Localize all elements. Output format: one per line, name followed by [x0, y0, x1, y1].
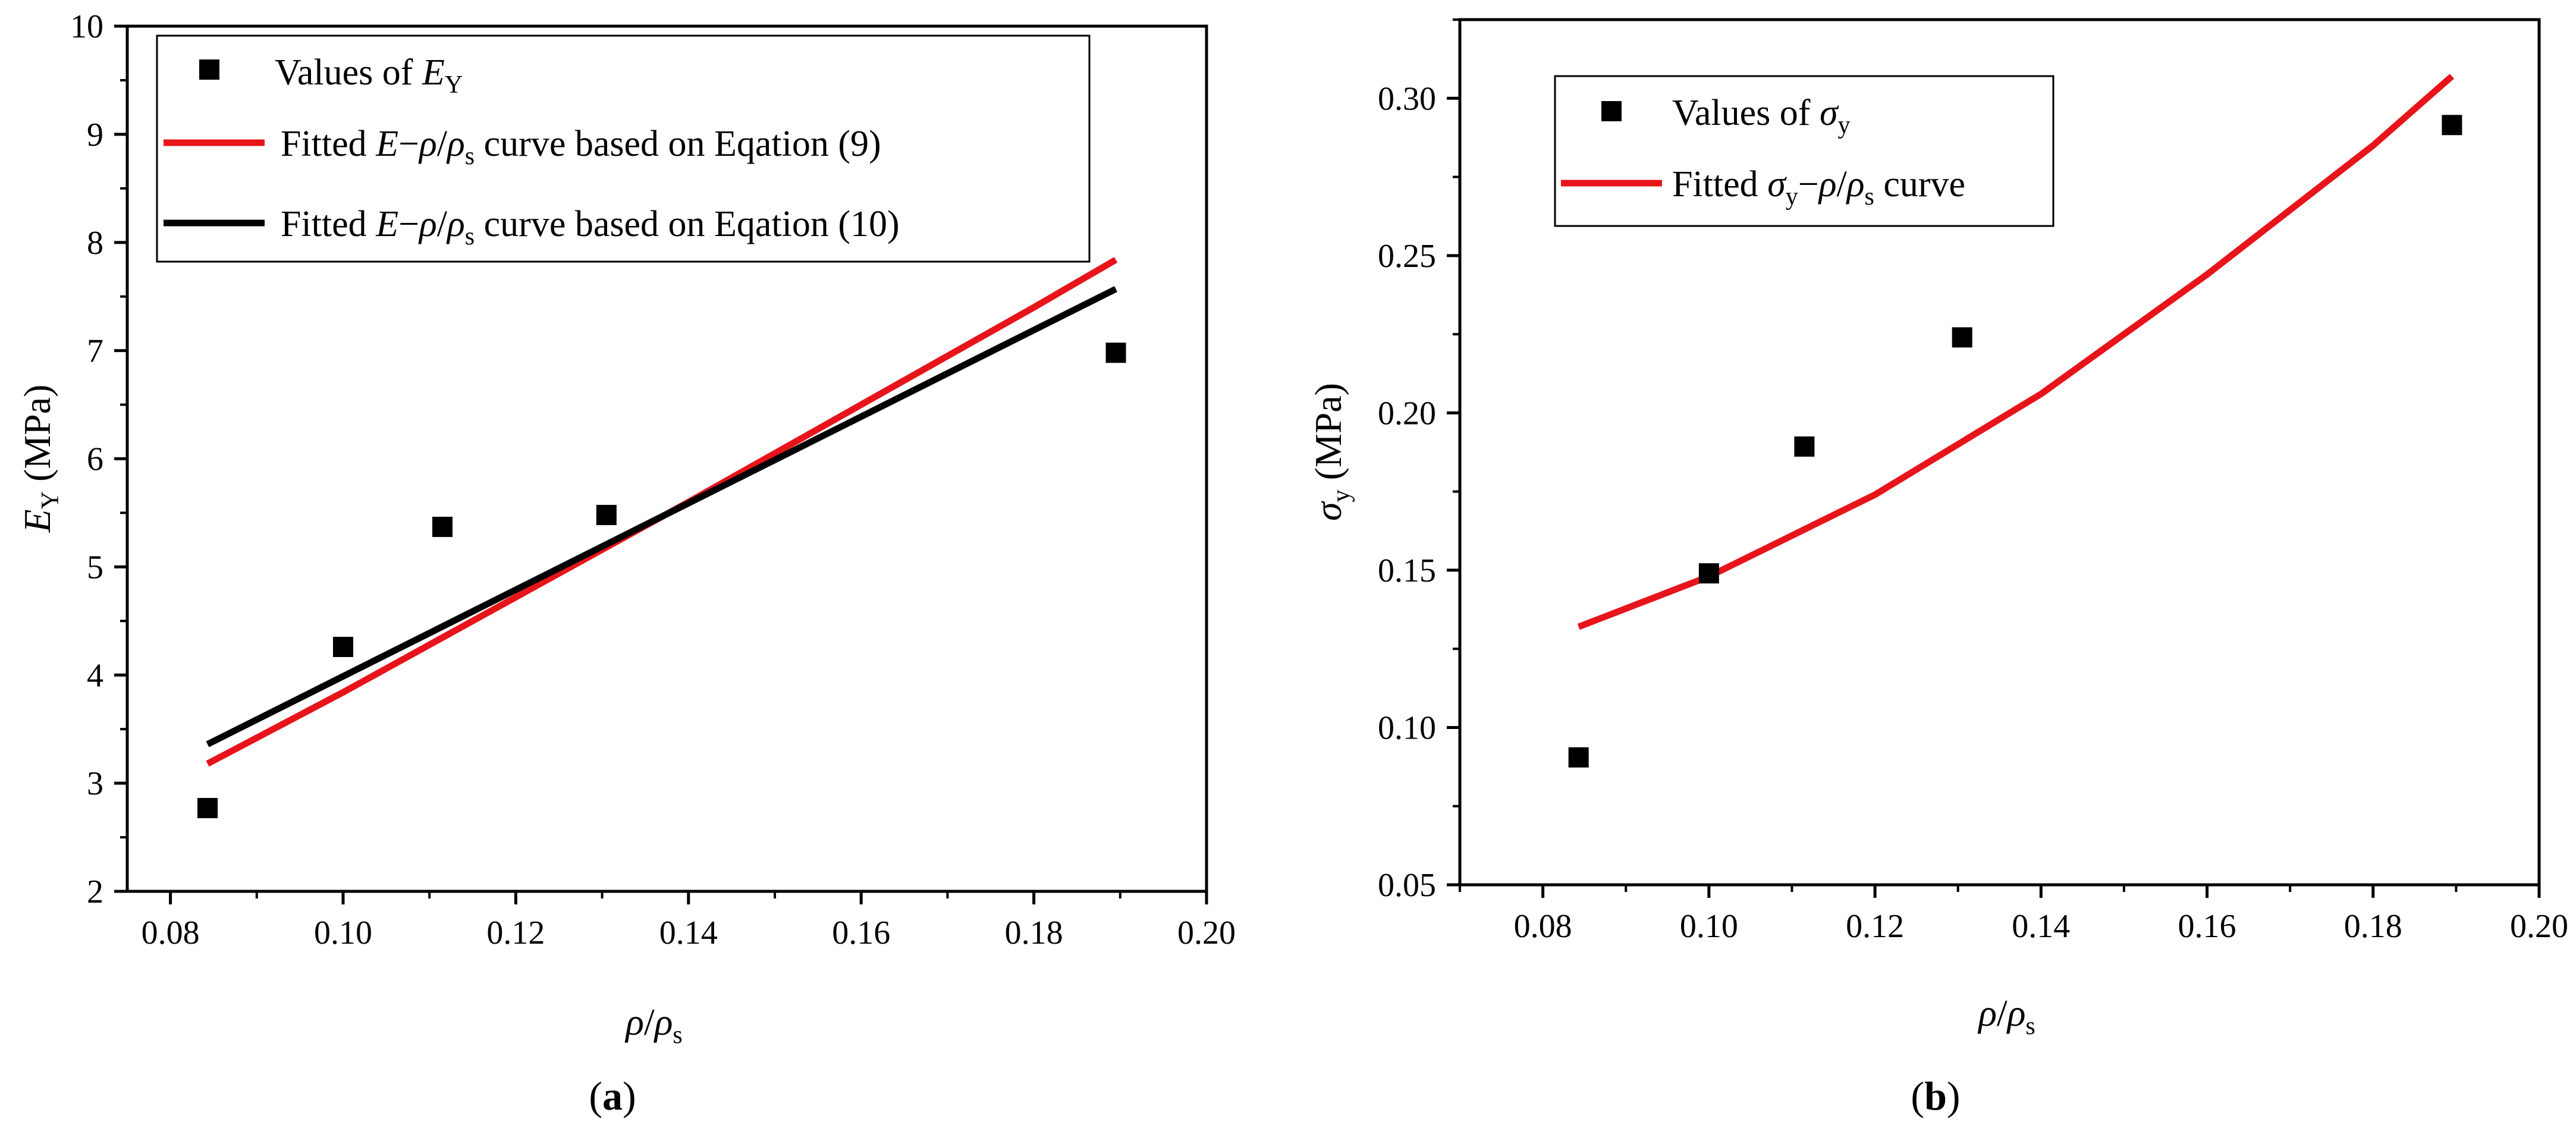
- y-tick-label-a: 2: [87, 874, 103, 910]
- legend-box-a: [156, 34, 1091, 263]
- legend-marker-points-b: [1601, 101, 1622, 121]
- fit-line-a-2: [206, 286, 1117, 747]
- y-ticks-a: 2 3 4 5 6 7 8 9 10: [70, 8, 127, 910]
- y-tick-label-a: 6: [87, 441, 103, 478]
- x-tick-label-b: 0.08: [1514, 908, 1572, 945]
- y-tick-label-b: 0.05: [1378, 867, 1436, 904]
- y-tick-label-a: 9: [87, 117, 103, 153]
- x-tick-label-a: 0.18: [1005, 915, 1063, 951]
- legend-label-fit-b: Fitted σy−ρ/ρs curve: [1672, 164, 1965, 210]
- fit-lines-a: [206, 257, 1118, 767]
- data-point-a: [333, 636, 353, 657]
- data-point-b: [1952, 327, 1972, 348]
- legend-label-fit9-a: Fitted E−ρ/ρs curve based on Eqation (9): [281, 124, 881, 170]
- data-points-b: [1568, 115, 2462, 768]
- data-point-a: [197, 797, 218, 818]
- x-tick-label-b: 0.12: [1846, 908, 1904, 945]
- fit-line-a-1: [206, 257, 1118, 767]
- y-axis-title-a: EY (MPa): [16, 385, 64, 533]
- x-tick-label-b: 0.10: [1680, 908, 1738, 945]
- y-tick-label-a: 8: [87, 225, 103, 262]
- x-tick-label-a: 0.08: [142, 915, 200, 951]
- data-point-b: [1568, 747, 1589, 768]
- legend-marker-points-a: [199, 59, 219, 80]
- y-axis-title-b: σy (MPa): [1307, 383, 1355, 521]
- x-tick-label-a: 0.14: [659, 915, 718, 951]
- chart-panel-b: 0.05 0.10 0.15 0.20 0.25 0.30 0.08 0.10 0.12 0.1…: [1307, 18, 2568, 1118]
- y-tick-label-b: 0.25: [1378, 238, 1436, 275]
- data-points-a: [197, 343, 1126, 818]
- data-point-b: [1794, 436, 1815, 457]
- legend-label-points-a: Values of EY: [275, 52, 463, 99]
- y-tick-label-a: 3: [87, 765, 103, 802]
- data-point-a: [1105, 343, 1126, 363]
- x-tick-label-b: 0.20: [2510, 908, 2568, 945]
- x-tick-label-b: 0.16: [2178, 908, 2236, 945]
- y-tick-label-a: 7: [87, 333, 103, 370]
- y-tick-label-a: 4: [87, 657, 103, 694]
- plot-frame-b: [1458, 18, 2541, 887]
- x-ticks-b: 0.08 0.10 0.12 0.14 0.16 0.18 0.20: [1459, 885, 2568, 945]
- y-tick-label-b: 0.30: [1378, 80, 1436, 117]
- legend-box-b: [1554, 75, 2054, 227]
- x-axis-title-a: ρ/ρs: [624, 1001, 683, 1049]
- panel-label-a: (a): [589, 1073, 636, 1118]
- y-ticks-b: 0.05 0.10 0.15 0.20 0.25 0.30: [1378, 18, 1460, 904]
- x-tick-label-a: 0.20: [1177, 915, 1236, 951]
- x-tick-label-b: 0.14: [2012, 908, 2070, 945]
- x-axis-title-b: ρ/ρs: [1977, 992, 2035, 1040]
- x-tick-label-a: 0.12: [486, 915, 545, 951]
- y-tick-label-b: 0.15: [1378, 552, 1436, 589]
- legend-b: Values of σy Fitted σy−ρ/ρs curve: [1554, 75, 2054, 227]
- x-ticks-a: 0.08 0.10 0.12 0.14 0.16 0.18 0.20: [142, 891, 1236, 951]
- panel-label-b: (b): [1911, 1073, 1960, 1118]
- data-point-a: [432, 517, 453, 538]
- x-tick-label-a: 0.16: [832, 915, 890, 951]
- y-tick-label-a: 10: [70, 8, 103, 45]
- legend-a: Values of EY Fitted E−ρ/ρs curve based o…: [156, 34, 1091, 263]
- plot-frame-a: [125, 24, 1208, 893]
- x-tick-label-b: 0.18: [2344, 908, 2402, 945]
- y-tick-label-b: 0.10: [1378, 709, 1436, 746]
- x-tick-label-a: 0.10: [314, 915, 372, 951]
- data-point-b: [1698, 563, 1719, 584]
- y-tick-label-a: 5: [87, 549, 103, 586]
- legend-label-points-b: Values of σy: [1672, 93, 1851, 139]
- data-point-a: [596, 505, 617, 526]
- y-tick-label-b: 0.20: [1378, 395, 1436, 432]
- legend-label-fit10-a: Fitted E−ρ/ρs curve based on Eqation (10…: [281, 204, 900, 250]
- data-point-b: [2442, 115, 2462, 136]
